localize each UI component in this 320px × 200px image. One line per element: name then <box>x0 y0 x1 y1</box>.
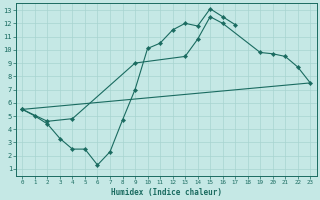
X-axis label: Humidex (Indice chaleur): Humidex (Indice chaleur) <box>111 188 222 197</box>
